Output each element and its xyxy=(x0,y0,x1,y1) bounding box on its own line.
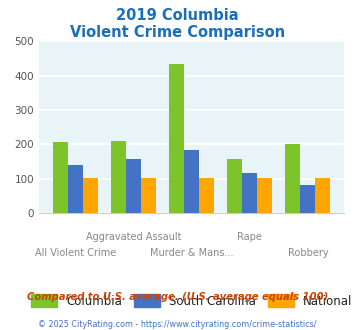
Bar xyxy=(83,178,98,213)
Text: © 2025 CityRating.com - https://www.cityrating.com/crime-statistics/: © 2025 CityRating.com - https://www.city… xyxy=(38,320,317,329)
Bar xyxy=(111,141,126,213)
Bar xyxy=(169,64,184,213)
Text: Compared to U.S. average. (U.S. average equals 100): Compared to U.S. average. (U.S. average … xyxy=(27,292,328,302)
Bar xyxy=(315,178,331,213)
Bar xyxy=(227,159,242,213)
Bar xyxy=(184,150,199,213)
Text: Murder & Mans...: Murder & Mans... xyxy=(150,248,234,258)
Text: All Violent Crime: All Violent Crime xyxy=(35,248,116,258)
Text: Robbery: Robbery xyxy=(288,248,328,258)
Bar xyxy=(141,178,156,213)
Bar xyxy=(300,185,315,213)
Bar xyxy=(68,165,83,213)
Text: Aggravated Assault: Aggravated Assault xyxy=(86,232,181,242)
Bar xyxy=(126,159,141,213)
Text: Rape: Rape xyxy=(237,232,262,242)
Bar xyxy=(199,178,214,213)
Text: 2019 Columbia: 2019 Columbia xyxy=(116,8,239,23)
Bar xyxy=(242,173,257,213)
Bar xyxy=(285,144,300,213)
Bar xyxy=(53,143,68,213)
Legend: Columbia, South Carolina, National: Columbia, South Carolina, National xyxy=(31,294,353,308)
Bar xyxy=(257,178,272,213)
Text: Violent Crime Comparison: Violent Crime Comparison xyxy=(70,25,285,40)
